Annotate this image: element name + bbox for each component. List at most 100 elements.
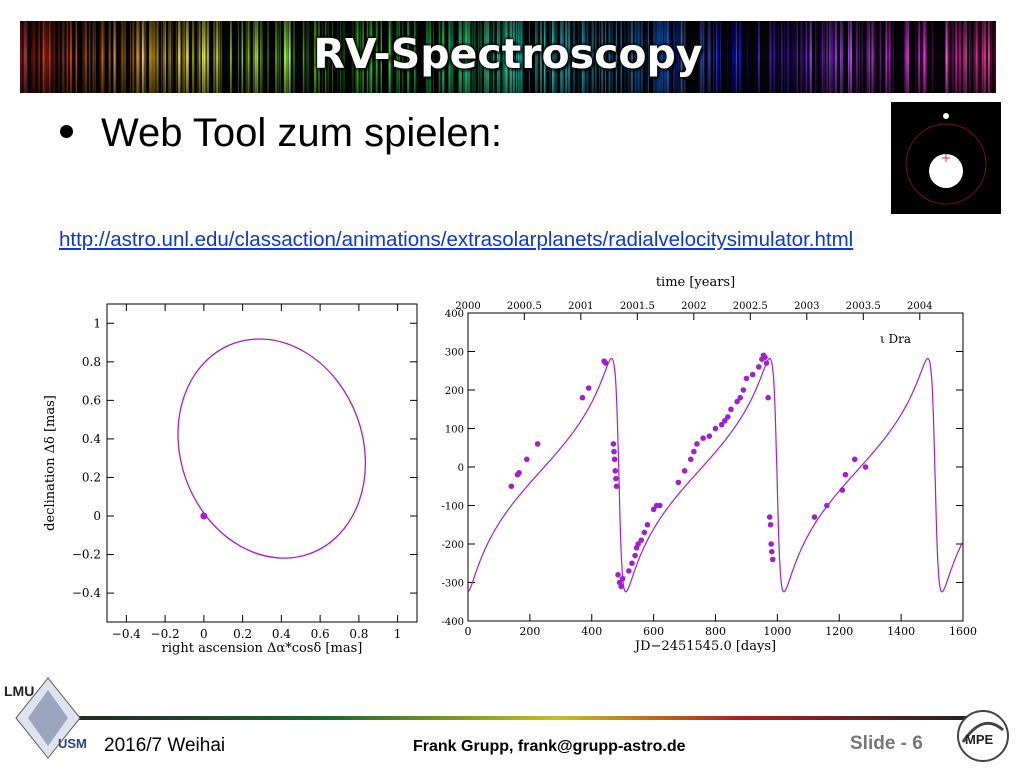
lmu-usm-logo: LMU USM: [4, 677, 87, 759]
data-point: [629, 560, 635, 567]
logo-left-top: LMU: [4, 683, 34, 699]
y-tick-label: 100: [445, 425, 464, 436]
data-point: [718, 421, 725, 428]
data-point: [611, 456, 618, 463]
slide-number: Slide - 6: [850, 733, 923, 755]
data-point: [638, 537, 645, 543]
orbit-ellipse: [177, 338, 367, 559]
star-point: [200, 512, 208, 520]
data-point: [839, 487, 846, 493]
title-banner: RV-Spectroscopy: [20, 21, 996, 93]
data-point: [737, 394, 744, 401]
data-point: [508, 483, 515, 490]
data-point: [706, 433, 713, 439]
data-point: [675, 479, 682, 486]
data-point: [700, 435, 706, 441]
footer-rule: [55, 716, 967, 720]
x-tick-label: 0.2: [233, 627, 252, 641]
data-point: [650, 506, 657, 513]
data-point: [610, 441, 617, 447]
y-tick-label: 0.4: [82, 432, 101, 446]
x-tick-label: 200: [519, 625, 540, 638]
bullet-dot-icon: [60, 124, 73, 138]
y-tick-label: 0: [458, 463, 464, 474]
data-point: [691, 448, 697, 455]
slide-title: RV-Spectroscopy: [313, 30, 703, 78]
x-tick-label: 600: [643, 625, 664, 638]
y-tick-label: 300: [445, 348, 464, 359]
bullet-text: Web Tool zum spielen:: [101, 111, 502, 155]
y-tick-label: -200: [442, 540, 464, 551]
orbit-thumbnail-icon: [905, 113, 987, 205]
data-point: [618, 583, 624, 590]
top-axis-title: time [years]: [656, 275, 735, 290]
astrometry-plot: −0.4 −0.2 0 0.2 0.4 0.6 0.8 1 −0.4 −0.2 0 0.2 0.4 0.6…: [43, 303, 418, 656]
y-tick-label: -300: [442, 579, 464, 590]
data-point: [740, 387, 747, 393]
x-tick-label: 1: [394, 627, 402, 641]
x-tick-label: 1400: [887, 625, 915, 638]
mpe-logo: MPE: [957, 710, 1009, 762]
logo-right-text: MPE: [965, 732, 994, 747]
data-point: [768, 541, 774, 547]
data-point: [824, 502, 830, 509]
x-tick-label: −0.4: [112, 627, 142, 641]
data-point: [851, 456, 858, 463]
top-tick-label: 2002.5: [733, 301, 768, 312]
plot-frame: [106, 303, 418, 623]
data-point: [769, 556, 776, 563]
spectrum-background: [20, 21, 996, 93]
model-curve: [467, 357, 964, 593]
data-point: [687, 456, 694, 463]
data-point: [632, 552, 638, 559]
plot-frame: [467, 312, 964, 622]
data-point: [585, 385, 592, 391]
y-tick-label: 0.2: [82, 470, 101, 484]
data-point: [579, 394, 586, 401]
data-point: [615, 572, 621, 578]
data-point: [681, 468, 688, 474]
x-tick-label: 0: [200, 627, 208, 641]
top-tick-label: 2003.5: [846, 301, 881, 312]
data-point: [613, 483, 620, 490]
data-point: [613, 475, 619, 482]
data-point: [626, 568, 632, 574]
data-point: [712, 425, 719, 432]
data-point: [763, 360, 770, 366]
y-tick-label: 400: [445, 309, 464, 320]
data-point: [734, 398, 740, 405]
data-point: [765, 394, 771, 401]
data-point: [641, 529, 648, 536]
data-point: [811, 514, 818, 520]
y-tick-label: -100: [442, 502, 464, 513]
data-point: [657, 502, 663, 509]
top-tick-label: 2002: [681, 301, 706, 312]
data-point: [619, 575, 626, 582]
x-tick-label: 400: [581, 625, 602, 638]
top-tick-label: 2000: [455, 301, 480, 312]
x-tick-label: 1600: [949, 625, 977, 638]
y-tick-label: 0.6: [82, 393, 101, 407]
footer-date: 2016/7 Weihai: [104, 735, 226, 756]
data-point: [725, 414, 731, 420]
y-axis-label: declination Δδ [mas]: [43, 395, 58, 531]
y-tick-label: 0: [93, 509, 101, 523]
data-point: [756, 364, 762, 370]
data-point: [635, 541, 641, 547]
data-point: [602, 360, 609, 366]
data-point: [612, 468, 619, 474]
data-point: [611, 448, 617, 455]
x-tick-label: 0.6: [311, 627, 330, 641]
x-tick-label: −0.2: [151, 627, 180, 641]
data-point: [516, 469, 522, 476]
slide-label: Slide -: [850, 733, 913, 754]
y-tick-label: 0.8: [82, 355, 101, 369]
simulator-link[interactable]: http://astro.unl.edu/classaction/animati…: [59, 228, 854, 251]
bullet-item: Web Tool zum spielen:: [60, 111, 502, 156]
x-tick-label: 0.8: [349, 627, 368, 641]
y-tick-label: 200: [445, 386, 464, 397]
simulator-thumbnail: [891, 102, 1001, 214]
data-point: [523, 456, 530, 463]
radial-velocity-plot: 0 200 400 600 800 1000 1200 1400 1600-400-300-20…: [442, 275, 977, 654]
data-point: [766, 514, 773, 520]
